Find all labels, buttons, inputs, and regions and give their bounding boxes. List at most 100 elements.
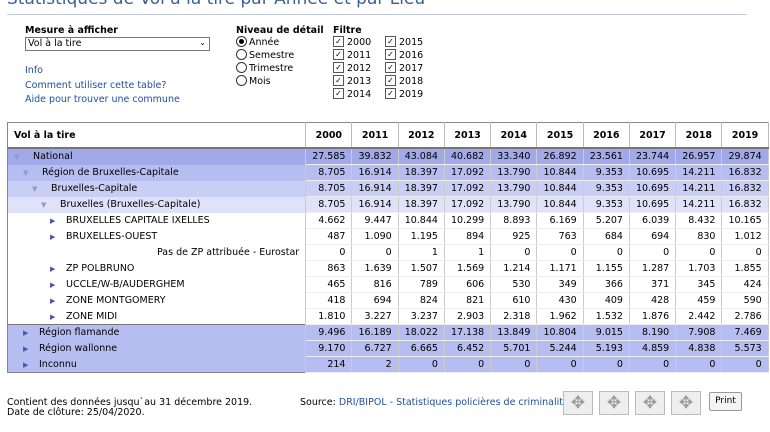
row-label[interactable]: ▼ Région de Bruxelles-Capitale: [7, 164, 307, 181]
expand-icon[interactable]: ▶: [50, 265, 56, 273]
row-label[interactable]: ▶ Région flamande: [7, 324, 307, 341]
checkbox[interactable]: ✓: [385, 88, 396, 99]
year-checkbox[interactable]: ✓ 2015: [385, 36, 423, 48]
expand-icon[interactable]: ▼: [14, 153, 20, 162]
column-header[interactable]: 2014: [490, 122, 538, 149]
data-row: ▶ BRUXELLES-OUEST 487 1.090 1.195 894 925 763 68…: [7, 228, 769, 245]
checkbox[interactable]: ✓: [385, 49, 396, 60]
radio-option[interactable]: Semestre: [236, 49, 294, 61]
row-label[interactable]: ▶ ZP POLBRUNO: [7, 260, 307, 277]
cell-value: 0: [629, 244, 677, 261]
cell-value: 7.469: [721, 324, 769, 341]
data-row: Pas de ZP attribuée - Eurostar 0 0 1 1 0 0 0 0 0 0: [7, 244, 769, 261]
radio-label: Année: [249, 37, 280, 48]
year-checkbox[interactable]: ✓ 2012: [333, 62, 371, 74]
row-label[interactable]: ▶ BRUXELLES CAPITALE IXELLES: [7, 212, 307, 229]
radio[interactable]: [236, 62, 247, 73]
checkbox[interactable]: ✓: [385, 62, 396, 73]
expand-icon[interactable]: ▼: [23, 169, 29, 177]
column-header[interactable]: 2012: [398, 122, 445, 149]
expand-icon[interactable]: ▼: [32, 185, 38, 193]
year-checkbox[interactable]: ✓ 2011: [333, 49, 371, 61]
column-header[interactable]: 2019: [721, 122, 769, 149]
checkbox[interactable]: ✓: [385, 75, 396, 86]
column-header[interactable]: 2016: [583, 122, 630, 149]
expand-icon[interactable]: ▶: [50, 312, 56, 321]
checkbox[interactable]: ✓: [333, 49, 344, 60]
row-label[interactable]: ▶ BRUXELLES-OUEST: [7, 228, 307, 245]
cell-value: 10.804: [536, 324, 584, 341]
data-row: ▶ Région flamande 9.496 16.189 18.022 17.138 1…: [7, 324, 769, 341]
expand-icon[interactable]: ▶: [23, 360, 29, 369]
checkbox[interactable]: ✓: [333, 75, 344, 86]
expand-icon[interactable]: ▶: [50, 297, 56, 305]
cell-value: 7.908: [675, 324, 723, 341]
radio[interactable]: [236, 49, 247, 60]
print-button[interactable]: Print: [709, 392, 742, 411]
column-header[interactable]: 2000: [305, 122, 353, 149]
year-checkbox[interactable]: ✓ 2014: [333, 88, 371, 100]
measure-select[interactable]: Vol à la tire ⌄: [25, 37, 210, 51]
radio[interactable]: [236, 75, 247, 86]
cell-value: 465: [305, 276, 353, 293]
cell-value: 0: [629, 356, 677, 373]
cell-value: 10.844: [536, 164, 584, 181]
expand-icon[interactable]: ▶: [50, 233, 56, 241]
column-header[interactable]: 2018: [675, 122, 723, 149]
column-header[interactable]: 2013: [444, 122, 492, 149]
checkbox[interactable]: ✓: [385, 36, 396, 47]
cell-value: 1.962: [536, 308, 584, 325]
cell-value: 0: [444, 356, 492, 373]
row-label[interactable]: ▼ Bruxelles-Capitale: [7, 180, 307, 197]
help-link[interactable]: Aide pour trouver une commune: [25, 94, 180, 105]
help-link[interactable]: Comment utiliser cette table?: [25, 79, 167, 91]
cell-value: 0: [490, 244, 538, 261]
checkbox[interactable]: ✓: [333, 62, 344, 73]
toolbar-icon[interactable]: ✥: [635, 391, 665, 415]
expand-icon[interactable]: ▶: [23, 329, 29, 338]
row-label[interactable]: ▶ ZONE MONTGOMERY: [7, 292, 307, 309]
toolbar-icon[interactable]: ✥: [671, 391, 701, 415]
cell-value: 23.744: [629, 148, 677, 165]
data-row: ▶ Région wallonne 9.170 6.727 6.665 6.452 5.70…: [7, 340, 769, 357]
cell-value: 1.090: [351, 228, 399, 245]
checkbox[interactable]: ✓: [333, 88, 344, 99]
year-checkbox[interactable]: ✓ 2019: [385, 88, 423, 100]
toolbar-icon[interactable]: ✥: [563, 391, 593, 415]
expand-icon[interactable]: ▶: [50, 281, 56, 289]
expand-icon[interactable]: ▶: [23, 345, 29, 353]
cell-value: 0: [536, 356, 584, 373]
year-checkbox[interactable]: ✓ 2000: [333, 36, 371, 48]
expand-icon[interactable]: ▶: [50, 217, 56, 225]
year-checkbox[interactable]: ✓ 2017: [385, 62, 423, 74]
expand-icon[interactable]: ▼: [41, 201, 47, 209]
row-label[interactable]: ▼ Bruxelles (Bruxelles-Capitale): [7, 196, 307, 213]
radio-option[interactable]: Trimestre: [236, 62, 293, 74]
column-header[interactable]: 2015: [536, 122, 584, 149]
radio-option[interactable]: Année: [236, 36, 280, 48]
radio-option[interactable]: Mois: [236, 75, 271, 87]
cell-value: 424: [721, 276, 769, 293]
source-link[interactable]: DRI/BIPOL - Statistiques policières de c…: [338, 397, 569, 408]
row-label[interactable]: Pas de ZP attribuée - Eurostar: [7, 244, 307, 261]
toolbar-icon[interactable]: ✥: [599, 391, 629, 415]
help-link[interactable]: Info: [25, 65, 43, 76]
cell-value: 9.015: [583, 324, 630, 341]
header-row: Vol à la tire 2000 2011 2012 2013 2014 2015 201…: [7, 122, 769, 149]
row-label[interactable]: ▼ National: [7, 148, 307, 165]
radio[interactable]: [236, 36, 247, 47]
year-checkbox[interactable]: ✓ 2018: [385, 75, 423, 87]
row-label[interactable]: ▶ Région wallonne: [7, 340, 307, 357]
cell-value: 10.695: [629, 164, 677, 181]
year-checkbox[interactable]: ✓ 2016: [385, 49, 423, 61]
cell-value: 13.790: [490, 196, 538, 213]
column-header[interactable]: 2011: [351, 122, 399, 149]
row-label[interactable]: ▶ Inconnu: [7, 356, 307, 373]
column-header[interactable]: 2017: [629, 122, 677, 149]
row-label[interactable]: ▶ UCCLE/W-B/AUDERGHEM: [7, 276, 307, 293]
checkbox[interactable]: ✓: [333, 36, 344, 47]
year-checkbox[interactable]: ✓ 2013: [333, 75, 372, 87]
cell-value: 214: [305, 356, 353, 373]
row-label[interactable]: ▶ ZONE MIDI: [7, 308, 307, 325]
checkbox-label: 2013: [347, 76, 372, 87]
